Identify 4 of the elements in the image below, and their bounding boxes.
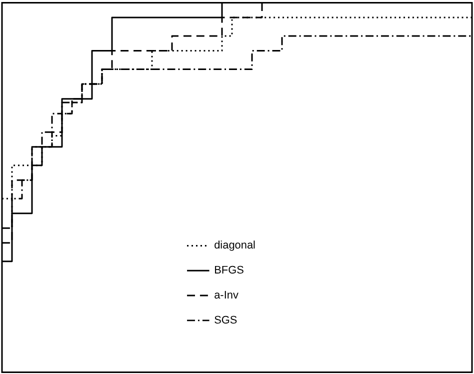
legend-label: a-Inv [214, 290, 239, 302]
legend-label: diagonal [214, 240, 256, 252]
legend-label: SGS [214, 314, 238, 326]
legend-label: BFGS [214, 264, 244, 277]
